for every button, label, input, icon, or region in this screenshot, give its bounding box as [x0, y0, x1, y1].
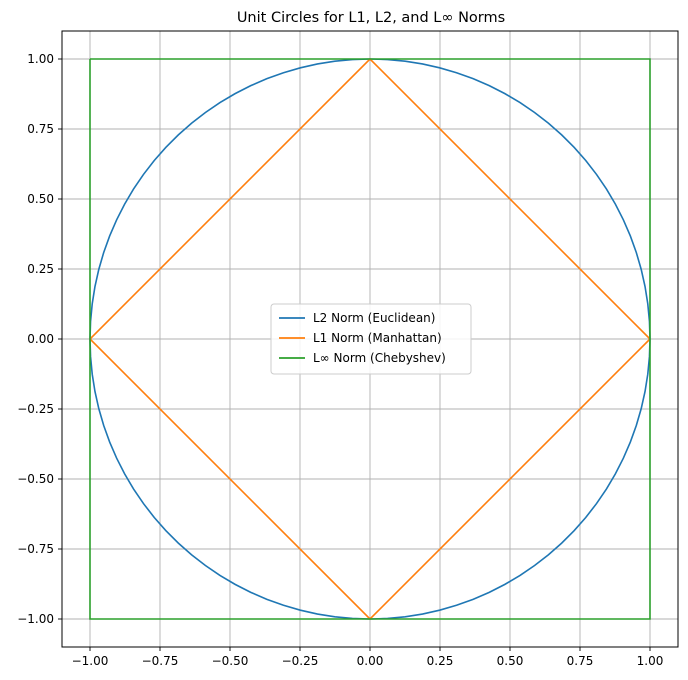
y-tick-label: 0.75	[27, 122, 54, 136]
legend-entry: L∞ Norm (Chebyshev)	[313, 351, 446, 365]
legend-box	[270, 303, 472, 375]
x-axis: −1.00 −0.75 −0.50 −0.25 0.00 0.25 0.50 0.75 1.00	[72, 647, 664, 668]
x-tick-label: −0.50	[212, 654, 249, 668]
x-tick-label: −0.25	[282, 654, 319, 668]
legend-entry: L2 Norm (Euclidean)	[313, 311, 435, 325]
x-tick-label: −0.75	[142, 654, 179, 668]
y-tick-label: 0.00	[27, 332, 54, 346]
x-tick-label: 0.00	[357, 654, 384, 668]
x-tick-label: −1.00	[72, 654, 109, 668]
series-linf-square	[89, 58, 651, 620]
x-tick-label: 0.50	[497, 654, 524, 668]
series-group	[88, 57, 651, 621]
y-tick-label: 0.50	[27, 192, 54, 206]
x-tick-label: 0.25	[427, 654, 454, 668]
y-tick-label: −1.00	[17, 612, 54, 626]
y-tick-label: 1.00	[27, 52, 54, 66]
y-tick-label: 0.25	[27, 262, 54, 276]
x-tick-label: 1.00	[637, 654, 664, 668]
y-tick-label: −0.75	[17, 542, 54, 556]
legend-entry: L1 Norm (Manhattan)	[313, 331, 442, 345]
y-axis: −1.00 −0.75 −0.50 −0.25 0.00 0.25 0.50 0.75 1.00	[17, 52, 62, 626]
y-tick-label: −0.25	[17, 402, 54, 416]
legend: L2 Norm (Euclidean) L1 Norm (Manhattan) L∞…	[270, 303, 472, 375]
chart-title: Unit Circles for L1, L2, and L∞ Norms	[237, 10, 505, 26]
y-tick-label: −0.50	[17, 472, 54, 486]
x-tick-label: 0.75	[567, 654, 594, 668]
